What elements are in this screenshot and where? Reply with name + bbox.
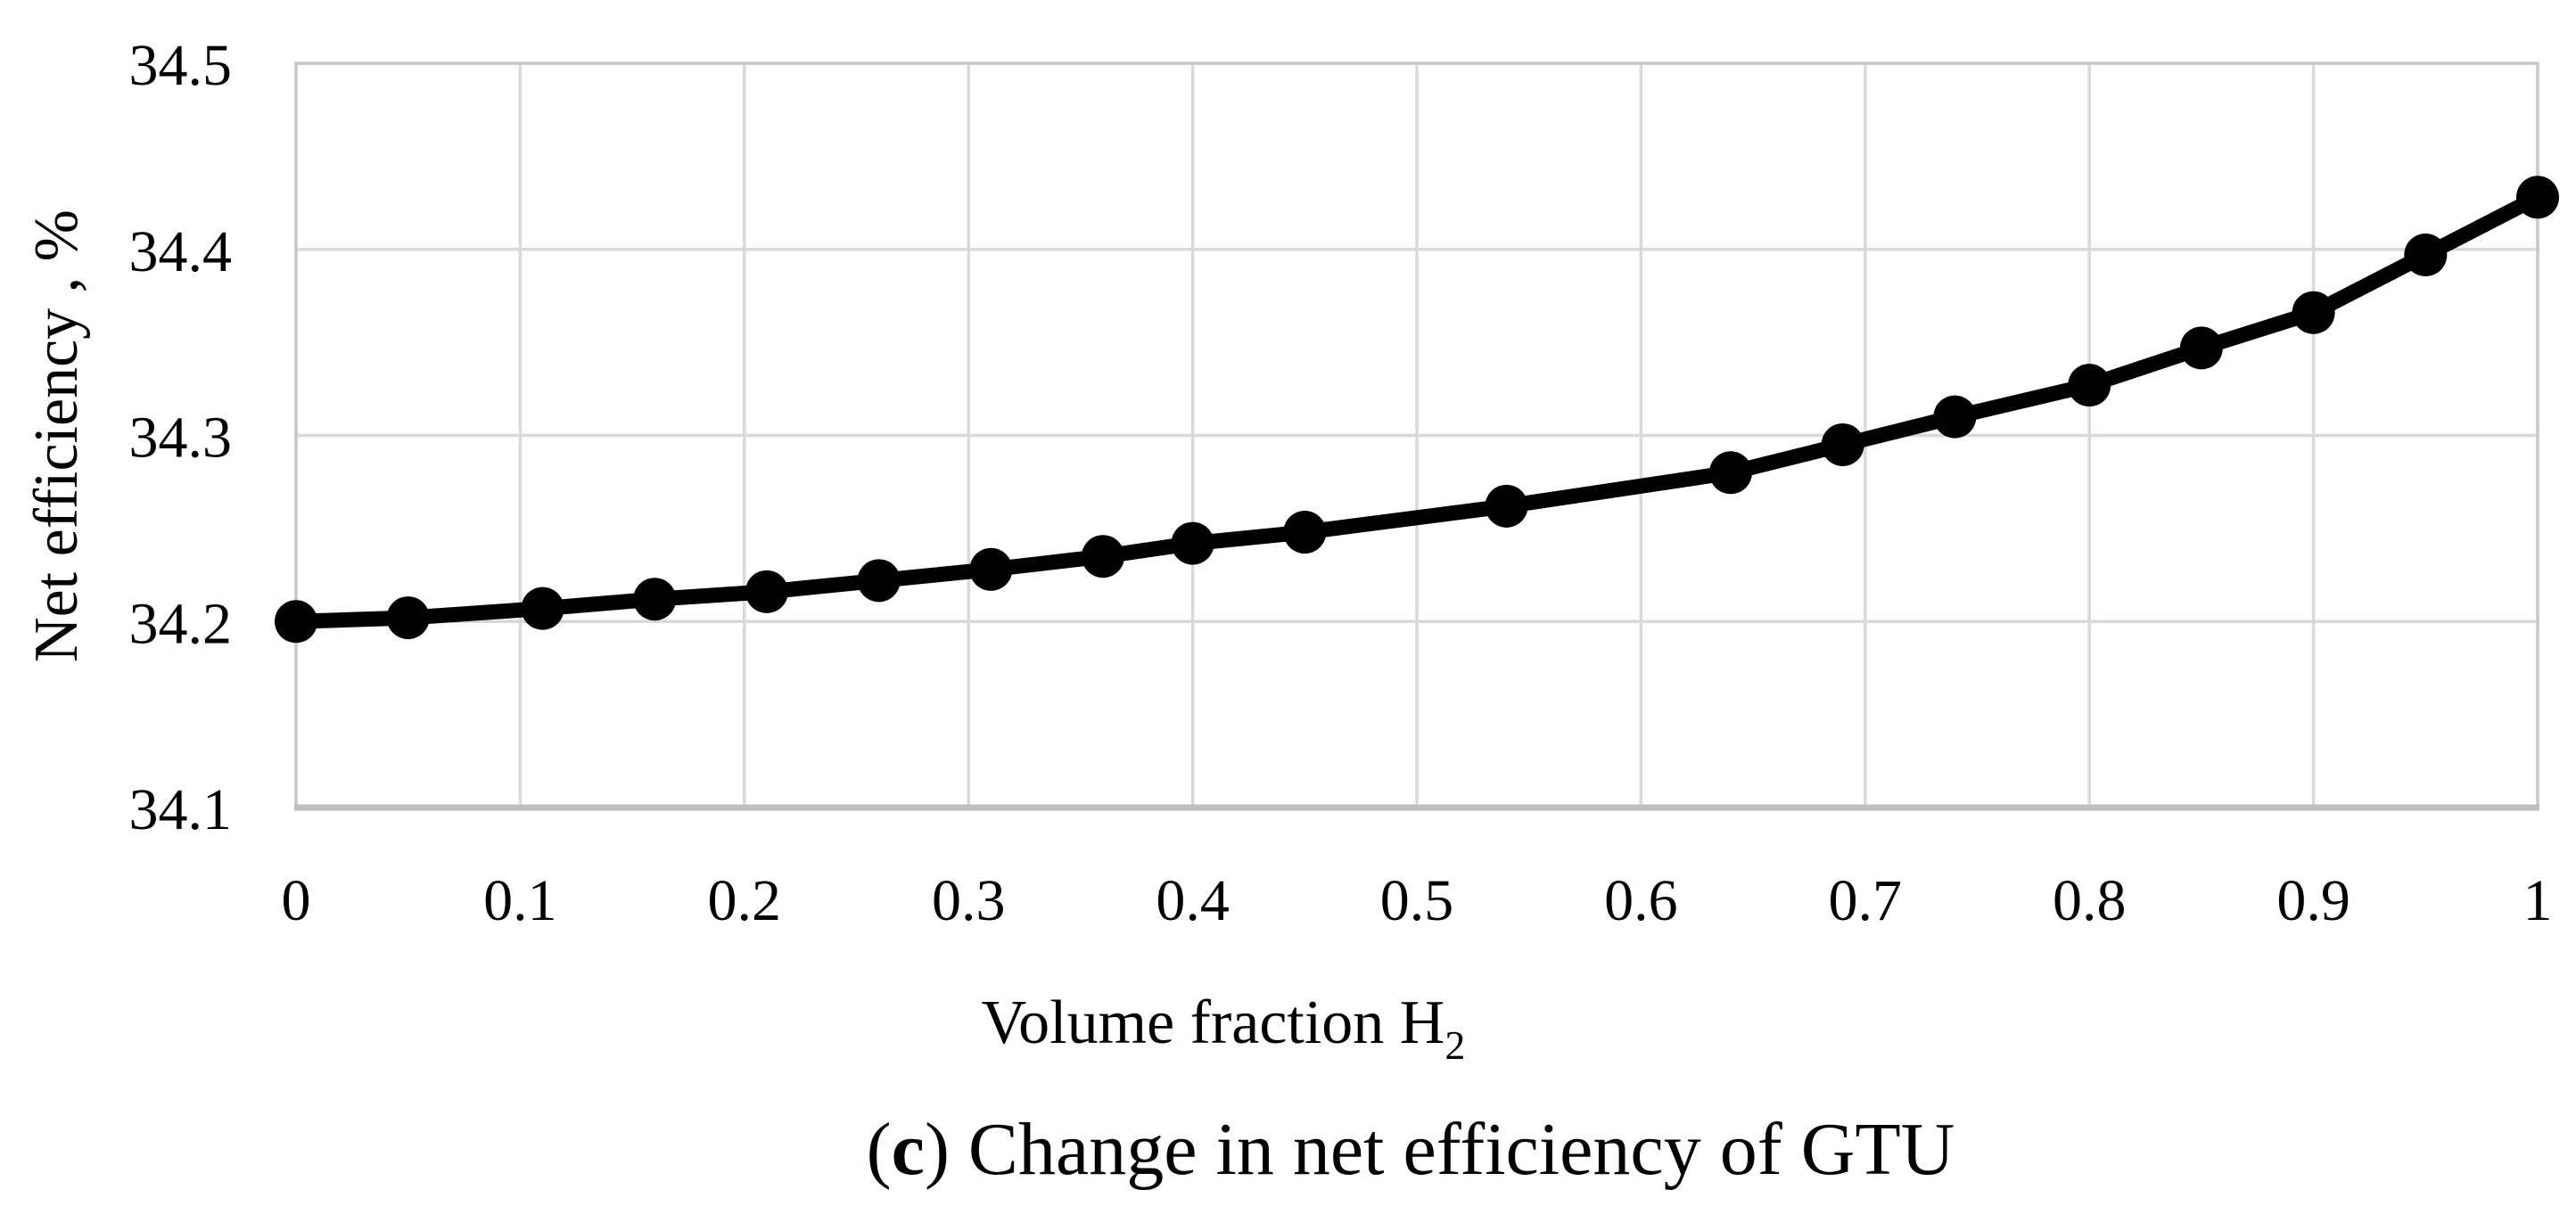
x-tick-label: 0.6 [1604, 868, 1678, 933]
figure-caption: (c) Change in net efficiency of GTU [867, 1112, 1955, 1187]
data-point-marker [1171, 521, 1214, 565]
x-axis-title-text: Volume fraction H [982, 989, 1445, 1057]
data-point-marker [2292, 291, 2335, 334]
x-tick-label: 0.4 [1156, 868, 1230, 933]
y-tick-label: 34.2 [129, 591, 233, 656]
chart-generated-layer: 0 0.1 0.2 0.3 0.4 0.5 0.6 0.7 0.8 0.9 1 34.1 34.2 34.… [129, 33, 2559, 933]
data-point-marker [1082, 535, 1125, 578]
data-point-marker [1708, 451, 1752, 495]
data-point-marker [1283, 511, 1327, 554]
data-point-marker [745, 570, 788, 613]
data-point-marker [2404, 234, 2448, 277]
data-point-marker [1933, 395, 1977, 439]
x-tick-label: 0.7 [1829, 868, 1903, 933]
caption-letter: c [891, 1108, 925, 1191]
data-point-marker [275, 600, 317, 644]
data-point-marker [2068, 364, 2111, 407]
data-point-marker [857, 559, 901, 603]
data-point-marker [386, 596, 430, 640]
data-point-marker [1821, 423, 1864, 466]
y-tick-label: 34.4 [129, 219, 233, 284]
x-tick-label: 0.5 [1380, 868, 1454, 933]
caption-text: ) Change in net efficiency of GTU [924, 1108, 1955, 1191]
data-point-marker [1485, 484, 1528, 528]
data-point-marker [969, 547, 1013, 591]
y-axis-title: Net efficiency , % [22, 209, 91, 662]
caption-open-paren: ( [866, 1108, 892, 1191]
x-tick-label: 0.8 [2053, 868, 2127, 933]
x-tick-label: 0.9 [2276, 868, 2350, 933]
x-tick-label: 1 [2523, 868, 2553, 933]
x-tick-label: 0 [282, 868, 311, 933]
data-point-marker [2179, 326, 2223, 370]
x-tick-label: 0.1 [483, 868, 557, 933]
x-tick-label: 0.2 [708, 868, 782, 933]
x-axis-title-subscript: 2 [1444, 1022, 1465, 1068]
y-tick-label: 34.5 [129, 33, 233, 98]
y-tick-label: 34.1 [129, 777, 233, 842]
data-point-marker [2516, 176, 2559, 219]
y-tick-label: 34.3 [129, 406, 233, 471]
x-tick-label: 0.3 [932, 868, 1006, 933]
data-point-marker [521, 587, 564, 630]
x-axis-title: Volume fraction H2 [982, 989, 1466, 1068]
data-point-marker [633, 578, 677, 621]
